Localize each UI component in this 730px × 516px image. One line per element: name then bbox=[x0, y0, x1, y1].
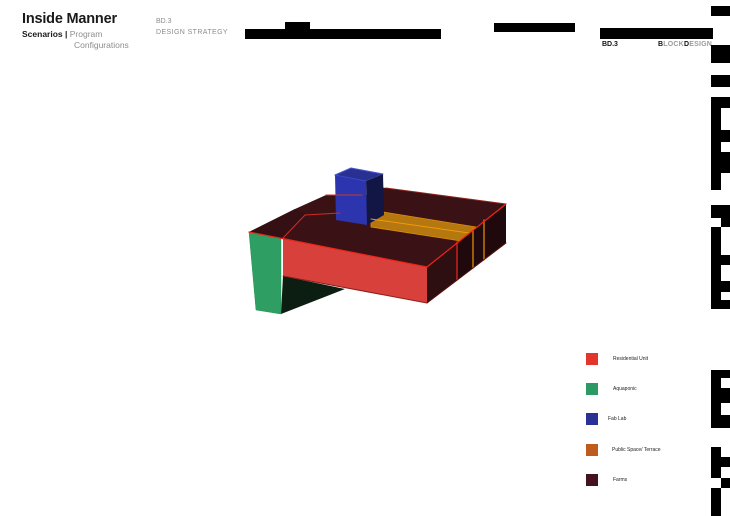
barcode-block bbox=[711, 447, 721, 457]
seam-depth-red bbox=[282, 214, 306, 239]
barcode-block bbox=[711, 173, 721, 190]
end-top-edge bbox=[426, 203, 507, 268]
barcode-block bbox=[711, 403, 721, 415]
legend-swatch-residential bbox=[586, 353, 598, 365]
slab-end-face-dark-segment bbox=[457, 204, 506, 280]
redaction-bar-main bbox=[245, 29, 441, 39]
barcode-block bbox=[721, 218, 730, 227]
barcode-block bbox=[711, 281, 730, 292]
barcode-block bbox=[724, 259, 730, 265]
page-title: Inside Manner bbox=[22, 11, 117, 27]
brand-letter: D bbox=[683, 41, 690, 48]
barcode-block bbox=[711, 45, 730, 63]
barcode-block bbox=[711, 415, 730, 428]
barcode-block bbox=[711, 97, 730, 108]
barcode-block bbox=[711, 108, 721, 130]
fablab-top-edge-left bbox=[334, 167, 352, 176]
section-name: DESIGN STRATEGY bbox=[156, 29, 228, 36]
block-code: BD.3 bbox=[602, 41, 618, 48]
legend-label-public-space: Public Space/ Terrace bbox=[612, 447, 661, 453]
terrace-mid-line bbox=[370, 218, 470, 234]
brand-letter: B bbox=[658, 41, 664, 48]
barcode-block bbox=[711, 142, 721, 152]
fablab-top-face bbox=[335, 168, 383, 181]
barcode-block bbox=[711, 273, 721, 281]
barcode-block bbox=[711, 292, 721, 300]
legend-label-fab-lab: Fab Lab bbox=[608, 416, 627, 422]
barcode-block bbox=[711, 457, 730, 467]
barcode-block bbox=[711, 300, 730, 309]
seam-long-red bbox=[304, 212, 341, 216]
brand-letter: ESIGN bbox=[689, 41, 712, 48]
barcode-block bbox=[711, 255, 730, 265]
legend-label-aquaponic: Aquaponic bbox=[613, 386, 637, 392]
legend-label-farms: Farms bbox=[613, 477, 628, 483]
end-bottom-edge bbox=[426, 242, 507, 304]
subtitle-line2: Configurations bbox=[74, 40, 129, 50]
barcode-block bbox=[711, 488, 721, 498]
aquaponic-end-face bbox=[248, 231, 282, 315]
barcode-block bbox=[711, 378, 721, 388]
barcode-block bbox=[711, 130, 730, 142]
fablab-front-top-edge bbox=[334, 174, 367, 182]
barcode-block bbox=[711, 498, 721, 516]
redaction-bar-second bbox=[494, 23, 575, 32]
legend-swatch-farms bbox=[586, 474, 598, 486]
barcode-block bbox=[711, 388, 730, 403]
barcode-block bbox=[711, 205, 730, 218]
redaction-bar-bump bbox=[285, 22, 310, 29]
redaction-bar-brand bbox=[600, 28, 713, 39]
barcode-block bbox=[711, 75, 730, 87]
barcode-block bbox=[711, 152, 730, 173]
legend-swatch-public-space bbox=[586, 444, 598, 456]
section-code: BD.3 bbox=[156, 18, 172, 25]
fablab-front-face bbox=[335, 175, 367, 225]
barcode-block bbox=[711, 467, 721, 478]
subtitle-light: Program bbox=[69, 29, 103, 39]
barcode-block bbox=[711, 370, 730, 378]
subtitle-bold: Scenarios | bbox=[22, 29, 68, 39]
legend-label-residential: Residential Unit bbox=[613, 356, 649, 362]
barcode-block bbox=[711, 227, 721, 255]
residential-front-face bbox=[283, 238, 427, 303]
fablab-right-face bbox=[366, 174, 384, 225]
front-bottom-edge bbox=[282, 275, 428, 304]
slab-top-left-section bbox=[249, 209, 305, 238]
fablab-top-edge-right bbox=[350, 167, 384, 175]
front-top-edge bbox=[248, 231, 428, 268]
legend-swatch-aquaponic bbox=[586, 383, 598, 395]
barcode-block bbox=[711, 265, 721, 273]
brand-letter: LOCK bbox=[663, 41, 684, 48]
barcode-block bbox=[711, 6, 730, 16]
barcode-block bbox=[721, 478, 730, 488]
legend-swatch-fab-lab bbox=[586, 413, 598, 425]
page-subtitle: Scenarios | Program bbox=[22, 29, 102, 39]
back-edge-right bbox=[385, 187, 507, 205]
underside-shadow-wedge bbox=[281, 276, 345, 314]
brand-wordmark: BLOCKDESIGN bbox=[658, 41, 712, 48]
